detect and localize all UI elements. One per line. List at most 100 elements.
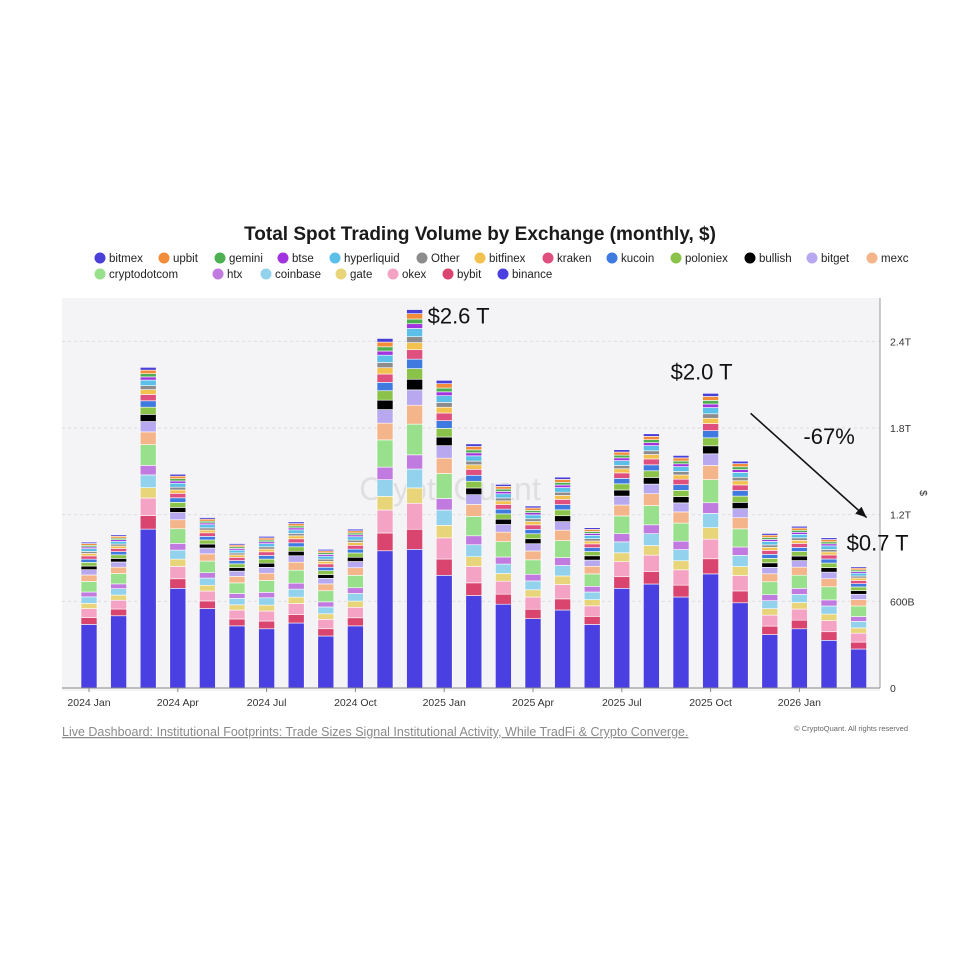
bar-segment-poloniex [820, 562, 838, 568]
bar-segment-bybit [376, 532, 394, 552]
legend-item-htx[interactable]: htx [212, 268, 243, 282]
legend-item-gemini[interactable]: gemini [214, 252, 263, 266]
legend-item-bitmex[interactable]: bitmex [94, 252, 144, 266]
bar-segment-mexc [524, 550, 542, 561]
bar-segment-hyperliquid [258, 543, 275, 548]
bar-segment-kucoin [702, 430, 719, 439]
bar-segment-other [139, 385, 157, 390]
legend-swatch [670, 252, 682, 264]
bar-segment-binance [406, 549, 423, 689]
bar-segment-kucoin [169, 497, 187, 503]
bar-segment-coinbase [199, 577, 216, 586]
bar-segment-htx [139, 465, 157, 476]
bar-2025-apr[interactable] [524, 505, 542, 689]
bar-2024-feb[interactable] [110, 534, 127, 689]
legend-item-poloniex[interactable]: poloniex [670, 252, 729, 266]
legend-label: gate [350, 269, 372, 281]
bar-2025-mar[interactable] [495, 484, 512, 689]
bar-2025-aug[interactable] [643, 433, 660, 689]
bar-segment-bitfinex [672, 474, 690, 480]
bar-segment-binance [731, 602, 749, 689]
legend-item-hyperliquid[interactable]: hyperliquid [329, 252, 400, 266]
legend-item-btse[interactable]: btse [277, 252, 314, 266]
legend-item-bitget[interactable]: bitget [806, 252, 850, 266]
bar-segment-other [406, 336, 423, 343]
bar-segment-bullish [465, 487, 483, 495]
bar-2024-apr[interactable] [169, 473, 187, 689]
bar-2024-mar[interactable] [139, 367, 157, 689]
bar-segment-bullish [583, 555, 601, 561]
bar-2024-nov[interactable] [376, 338, 394, 689]
bar-2025-jul[interactable] [613, 449, 631, 689]
bar-segment-okex [406, 502, 423, 530]
bar-2024-aug[interactable] [287, 521, 305, 689]
legend-item-upbit[interactable]: upbit [158, 252, 199, 266]
legend-item-binance[interactable]: binance [497, 268, 553, 282]
legend-item-coinbase[interactable]: coinbase [260, 268, 322, 282]
bar-segment-coinbase [495, 563, 512, 574]
x-axis: 2024 Jan 2024 Apr 2024 Jul 2024 Oct 2025 Jan… [62, 687, 880, 709]
bar-segment-htx [791, 588, 808, 595]
bar-2025-nov[interactable] [731, 460, 749, 689]
bar-2025-jun[interactable] [583, 527, 601, 689]
legend-item-gate[interactable]: gate [335, 268, 373, 282]
legend-item-kucoin[interactable]: kucoin [606, 252, 655, 266]
bar-segment-kraken [554, 499, 571, 505]
legend-item-kraken[interactable]: kraken [542, 252, 592, 266]
bar-2024-jan[interactable] [80, 541, 98, 689]
bar-segment-bitget [791, 560, 808, 568]
bar-segment-okex [613, 561, 631, 578]
bar-2026-feb[interactable] [820, 537, 838, 689]
bar-2025-jan[interactable] [435, 380, 453, 689]
bar-segment-bullish [435, 436, 453, 446]
bar-2024-oct[interactable] [347, 528, 364, 689]
bar-segment-gemini [672, 460, 690, 465]
bar-segment-bitfinex [347, 542, 364, 546]
bar-segment-mexc [554, 529, 571, 541]
legend-item-bitfinex[interactable]: bitfinex [474, 252, 526, 266]
bar-segment-bitfinex [199, 529, 216, 534]
bar-segment-poloniex [317, 570, 335, 575]
bar-segment-bitmex [169, 473, 187, 477]
y-axis: 0 600B 1.2T 1.8T 2.4T [879, 298, 915, 695]
bar-segment-kucoin [435, 420, 453, 429]
bar-segment-bybit [672, 584, 690, 598]
bar-segment-other [169, 486, 187, 491]
bar-2024-jul[interactable] [258, 536, 275, 689]
legend-label: mexc [881, 253, 909, 265]
bar-2024-dec[interactable] [406, 309, 423, 689]
bar-segment-other [347, 539, 364, 543]
legend-item-mexc[interactable]: mexc [866, 252, 909, 266]
bar-segment-bullish [110, 558, 127, 563]
legend-item-bybit[interactable]: bybit [442, 268, 483, 282]
legend-item-cryptodotcom[interactable]: cryptodotcom [94, 268, 179, 282]
bar-2024-sep[interactable] [317, 549, 335, 689]
bar-2025-sep[interactable] [672, 455, 690, 689]
legend-item-bullish[interactable]: bullish [744, 252, 792, 266]
bar-2025-feb[interactable] [465, 443, 483, 689]
bar-segment-coinbase [583, 591, 601, 600]
bar-segment-kraken [80, 555, 98, 560]
legend-item-okex[interactable]: okex [387, 268, 427, 282]
bar-segment-bybit [347, 617, 364, 627]
y-axis-label: $ [917, 490, 929, 496]
legend-item-other[interactable]: Other [416, 252, 460, 266]
bar-segment-other [702, 413, 719, 419]
bar-segment-mexc [761, 573, 779, 583]
bar-segment-poloniex [110, 554, 127, 559]
bar-2025-oct[interactable] [702, 393, 719, 689]
bar-2025-dec[interactable] [761, 533, 779, 689]
dashboard-link[interactable]: Live Dashboard: Institutional Footprints… [62, 725, 688, 739]
bar-segment-bitmex [495, 484, 512, 487]
bar-2025-may[interactable] [554, 476, 571, 689]
bar-segment-gemini [643, 439, 660, 443]
bar-segment-coinbase [613, 541, 631, 554]
bar-2026-mar[interactable] [850, 566, 867, 689]
bar-segment-gate [613, 552, 631, 562]
bar-segment-bitget [524, 543, 542, 552]
bar-2024-may[interactable] [199, 517, 216, 689]
legend: bitmex upbit gemini btse hyperliquid Other bit… [94, 252, 909, 282]
bar-2024-jun[interactable] [228, 543, 246, 689]
legend-swatch [416, 252, 428, 264]
bar-2026-jan[interactable] [791, 525, 808, 689]
